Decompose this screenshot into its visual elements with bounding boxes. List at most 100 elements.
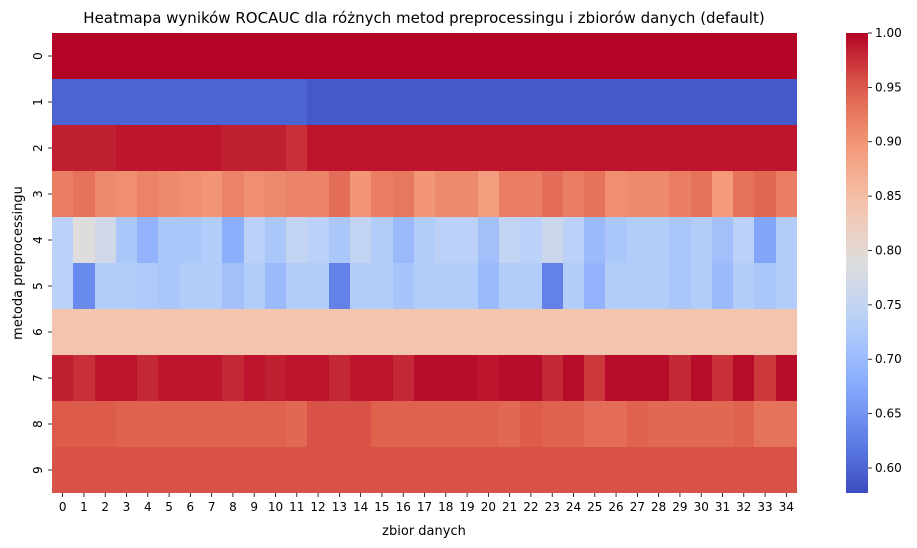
- heatmap-cell: [456, 217, 478, 263]
- heatmap-cell: [371, 125, 393, 171]
- heatmap-cell: [307, 171, 329, 217]
- heatmap-cell: [520, 171, 542, 217]
- heatmap-cell: [95, 33, 116, 79]
- heatmap-cell: [584, 125, 605, 171]
- heatmap-cell: [52, 355, 73, 401]
- x-tick-label: 19: [459, 500, 474, 514]
- heatmap-cell: [776, 217, 797, 263]
- heatmap-cell: [648, 263, 669, 309]
- heatmap-cell: [158, 401, 180, 447]
- heatmap-cell: [244, 125, 265, 171]
- colorbar: 0.60 0.65 0.70 0.75 0.80 0.85 0.90 0.95 1.00: [846, 26, 902, 493]
- heatmap-cell: [712, 263, 733, 309]
- heatmap-cell: [286, 33, 307, 79]
- y-tick-label: 1: [31, 98, 45, 106]
- heatmap-cell: [605, 33, 627, 79]
- heatmap-cell: [627, 125, 648, 171]
- heatmap-cell: [456, 125, 478, 171]
- y-tick-label: 4: [31, 236, 45, 244]
- colorbar-tick-label: 0.80: [875, 243, 902, 257]
- heatmap-cell: [265, 447, 286, 493]
- heatmap-cell: [605, 171, 627, 217]
- heatmap-cell: [520, 217, 542, 263]
- heatmap-cell: [627, 33, 648, 79]
- heatmap-cell: [265, 125, 286, 171]
- heatmap-cell: [563, 401, 584, 447]
- colorbar-tick-label: 0.60: [875, 461, 902, 475]
- heatmap-cell: [691, 217, 712, 263]
- heatmap-cell: [350, 171, 371, 217]
- heatmap-cell: [648, 401, 669, 447]
- heatmap-cell: [52, 309, 73, 355]
- heatmap-cell: [648, 79, 669, 125]
- x-tick-label: 18: [438, 500, 453, 514]
- heatmap-cell: [733, 309, 754, 355]
- heatmap-cell: [669, 263, 691, 309]
- heatmap-cell: [478, 125, 499, 171]
- heatmap-cell: [137, 79, 158, 125]
- heatmap-cell: [244, 309, 265, 355]
- heatmap-cell: [733, 401, 754, 447]
- y-tick-label: 6: [31, 328, 45, 336]
- heatmap-cell: [478, 401, 499, 447]
- heatmap-cell: [456, 309, 478, 355]
- heatmap-cell: [754, 355, 776, 401]
- colorbar-ticks: 0.60 0.65 0.70 0.75 0.80 0.85 0.90 0.95 1.00: [868, 26, 902, 475]
- heatmap-cell: [456, 33, 478, 79]
- heatmap-cell: [52, 263, 73, 309]
- x-tick-label: 14: [353, 500, 368, 514]
- heatmap-cell: [286, 309, 307, 355]
- x-tick-label: 9: [250, 500, 258, 514]
- heatmap-cell: [584, 263, 605, 309]
- heatmap-cell: [669, 217, 691, 263]
- heatmap-cell: [776, 401, 797, 447]
- heatmap-cell: [691, 125, 712, 171]
- heatmap-cell: [95, 355, 116, 401]
- heatmap-cell: [137, 171, 158, 217]
- heatmap-cell: [244, 447, 265, 493]
- heatmap-cell: [414, 217, 435, 263]
- heatmap-cell: [393, 355, 414, 401]
- heatmap-cell: [456, 447, 478, 493]
- x-tick-label: 34: [779, 500, 794, 514]
- colorbar-tick-label: 1.00: [875, 26, 902, 40]
- heatmap-cell: [393, 447, 414, 493]
- heatmap-cell: [201, 355, 222, 401]
- heatmap-cell: [605, 217, 627, 263]
- heatmap-cell: [116, 447, 137, 493]
- colorbar-tick-label: 0.75: [875, 298, 902, 312]
- heatmap-cell: [286, 355, 307, 401]
- heatmap-cell: [754, 79, 776, 125]
- heatmap-cell: [499, 355, 520, 401]
- heatmap-cell: [329, 79, 350, 125]
- heatmap-cell: [73, 309, 95, 355]
- colorbar-gradient: [846, 33, 868, 493]
- heatmap-cell: [307, 401, 329, 447]
- heatmap-cell: [456, 401, 478, 447]
- heatmap-cell: [222, 171, 244, 217]
- heatmap-cell: [478, 33, 499, 79]
- heatmap-cell: [627, 447, 648, 493]
- x-tick-label: 28: [651, 500, 666, 514]
- heatmap-cell: [712, 401, 733, 447]
- heatmap-cell: [605, 125, 627, 171]
- heatmap-cell: [627, 263, 648, 309]
- heatmap-cell: [584, 401, 605, 447]
- heatmap-cell: [627, 309, 648, 355]
- heatmap-cell: [414, 79, 435, 125]
- heatmap-cell: [542, 355, 563, 401]
- heatmap-cell: [95, 447, 116, 493]
- heatmap-cell: [307, 125, 329, 171]
- heatmap-cell: [350, 125, 371, 171]
- heatmap-cell: [180, 263, 201, 309]
- heatmap-cell: [116, 33, 137, 79]
- heatmap-cell: [158, 309, 180, 355]
- heatmap-cell: [350, 401, 371, 447]
- heatmap-cell: [371, 171, 393, 217]
- heatmap-cell: [520, 309, 542, 355]
- x-tick-label: 17: [417, 500, 432, 514]
- heatmap-cell: [520, 355, 542, 401]
- heatmap-cell: [542, 309, 563, 355]
- heatmap-cell: [329, 171, 350, 217]
- heatmap-cell: [265, 217, 286, 263]
